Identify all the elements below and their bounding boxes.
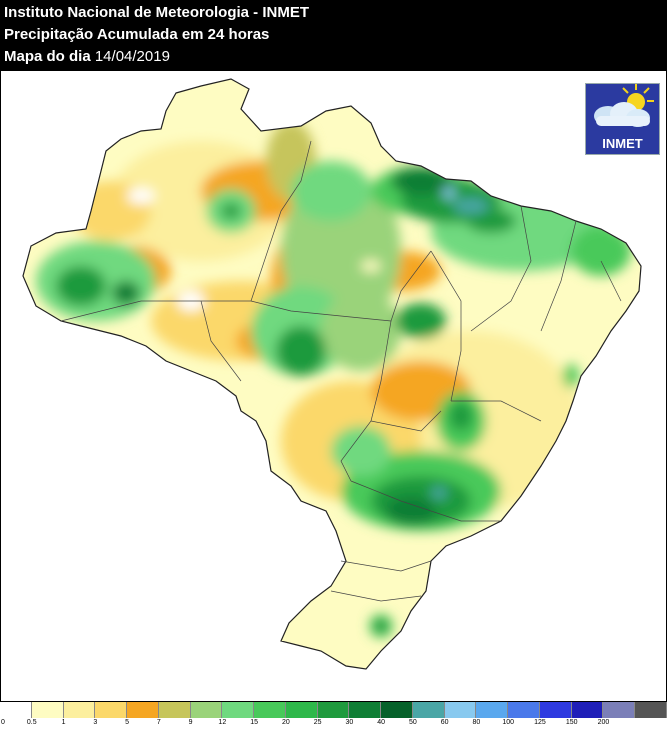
legend-swatch — [539, 702, 572, 718]
country-outline — [22, 78, 642, 670]
institute-title: Instituto Nacional de Meteorologia - INM… — [4, 4, 310, 21]
legend-label: 9 — [188, 719, 193, 726]
legend-label: 30 — [345, 719, 354, 726]
legend-swatch — [476, 702, 509, 718]
legend-label: 50 — [408, 719, 417, 726]
brazil-map-svg — [22, 78, 642, 670]
legend-label: 80 — [472, 719, 481, 726]
legend-label: 15 — [250, 719, 258, 726]
logo-text: INMET — [602, 136, 643, 151]
legend-swatch — [508, 702, 540, 718]
legend-swatch — [571, 702, 604, 718]
legend-label: 5 — [125, 719, 129, 726]
legend-swatch — [444, 702, 477, 718]
legend-label: 0 — [1, 719, 5, 726]
legend-swatch — [317, 702, 350, 718]
state-borders — [60, 140, 622, 602]
sun-cloud-icon — [594, 84, 654, 127]
legend-swatch — [285, 702, 318, 718]
precipitation-map — [0, 70, 667, 702]
legend-label: 150 — [565, 719, 578, 726]
legend-swatch — [603, 702, 636, 718]
legend-label: 25 — [313, 719, 322, 726]
legend-swatch — [31, 702, 64, 718]
legend-label: 3 — [93, 719, 98, 726]
legend-label: 1 — [61, 719, 66, 726]
legend-label: 12 — [218, 719, 227, 726]
map-subtitle: Precipitação Acumulada em 24 horas — [4, 26, 270, 43]
legend-label: 200 — [597, 719, 610, 726]
legend-swatch — [381, 702, 413, 718]
legend-swatch — [95, 702, 128, 718]
legend-swatch — [254, 702, 286, 718]
legend-swatch — [222, 702, 255, 718]
inmet-logo: INMET — [585, 83, 660, 155]
legend-label: 60 — [440, 719, 449, 726]
legend-label: 100 — [502, 719, 515, 726]
legend-swatch — [127, 702, 159, 718]
legend-swatch — [158, 702, 191, 718]
header: Instituto Nacional de Meteorologia - INM… — [0, 0, 667, 70]
rainfall-field — [23, 79, 641, 669]
legend-swatch — [349, 702, 382, 718]
legend-label: 40 — [377, 719, 386, 726]
legend-label: 20 — [281, 719, 290, 726]
legend-swatch — [190, 702, 223, 718]
legend-label: 125 — [534, 719, 546, 726]
legend-label: 7 — [156, 719, 161, 726]
legend-label: 0.5 — [26, 719, 37, 726]
map-date: 14/04/2019 — [94, 48, 170, 65]
date-prefix: Mapa do dia — [4, 48, 95, 65]
color-legend: 0 0.5 1 3 5 7 9 12 15 20 25 30 40 50 60 80 100 125 150 200 — [0, 700, 667, 730]
legend-swatch — [63, 702, 96, 718]
legend-swatch — [635, 702, 667, 718]
legend-swatch — [412, 702, 445, 718]
map-date-line: Mapa do dia 14/04/2019 — [4, 48, 170, 65]
legend-swatch — [0, 702, 32, 718]
